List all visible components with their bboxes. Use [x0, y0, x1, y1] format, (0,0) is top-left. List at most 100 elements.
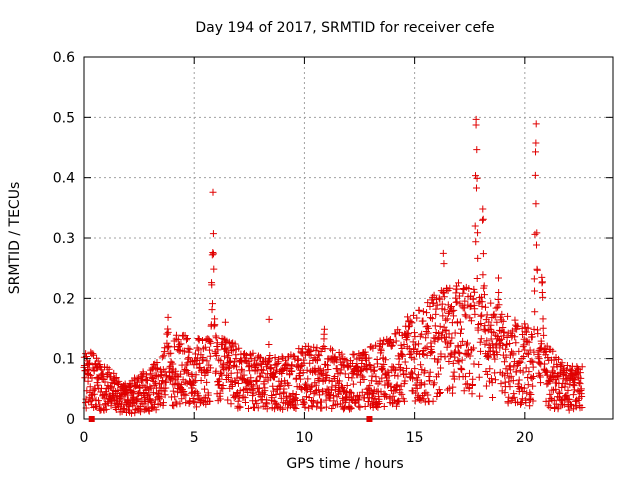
data-point — [456, 318, 464, 326]
data-point — [444, 386, 452, 394]
data-point — [343, 381, 351, 389]
data-point — [440, 293, 448, 301]
data-point — [338, 350, 346, 358]
data-point — [327, 345, 335, 353]
data-point — [276, 390, 284, 398]
data-point — [525, 368, 533, 376]
data-point — [498, 310, 506, 318]
data-point — [430, 379, 438, 387]
data-point — [511, 333, 519, 341]
data-point — [177, 370, 185, 378]
data-point — [119, 405, 127, 413]
data-point — [271, 353, 279, 361]
data-point — [226, 343, 234, 351]
data-point — [532, 120, 540, 128]
data-point — [267, 364, 275, 372]
data-point — [524, 324, 532, 332]
data-point — [361, 348, 369, 356]
data-point — [445, 330, 453, 338]
data-point — [403, 336, 411, 344]
data-point — [220, 352, 228, 360]
data-point — [453, 285, 461, 293]
data-point — [434, 370, 442, 378]
data-point — [147, 397, 155, 405]
data-point — [461, 373, 469, 381]
data-point — [288, 367, 296, 375]
data-point — [313, 403, 321, 411]
data-point — [340, 404, 348, 412]
data-point — [330, 397, 338, 405]
data-point — [253, 399, 261, 407]
data-point — [478, 298, 486, 306]
data-point — [428, 315, 436, 323]
data-point — [115, 377, 123, 385]
data-point — [250, 389, 258, 397]
data-point — [164, 328, 172, 336]
x-tick-label: 10 — [296, 430, 314, 446]
data-point — [533, 266, 541, 274]
data-point — [532, 241, 540, 249]
data-point — [371, 395, 379, 403]
data-point — [526, 389, 534, 397]
data-point — [444, 309, 452, 317]
data-point — [528, 357, 536, 365]
data-point — [177, 381, 185, 389]
data-point — [474, 254, 482, 262]
data-point — [163, 344, 171, 352]
data-point — [417, 361, 425, 369]
data-point — [487, 321, 495, 329]
data-point — [437, 352, 445, 360]
data-point — [475, 373, 483, 381]
data-point — [437, 364, 445, 372]
data-point — [236, 387, 244, 395]
data-point — [227, 347, 235, 355]
data-point — [275, 382, 283, 390]
data-point — [394, 397, 402, 405]
data-point — [356, 392, 364, 400]
data-point — [441, 306, 449, 314]
data-point — [401, 377, 409, 385]
data-point — [111, 374, 119, 382]
data-point — [102, 405, 110, 413]
data-point — [347, 405, 355, 413]
data-point — [355, 402, 363, 410]
data-point — [173, 379, 181, 387]
data-point — [392, 337, 400, 345]
data-point — [368, 394, 376, 402]
data-point — [164, 313, 172, 321]
data-point — [379, 341, 387, 349]
chart-title: Day 194 of 2017, SRMTID for receiver cef… — [195, 20, 494, 36]
data-point — [256, 373, 264, 381]
data-point — [442, 326, 450, 334]
data-point — [161, 368, 169, 376]
data-point — [238, 367, 246, 375]
data-point — [468, 346, 476, 354]
data-point — [456, 329, 464, 337]
data-point — [515, 347, 523, 355]
data-point — [309, 398, 317, 406]
data-point — [221, 318, 229, 326]
data-point — [382, 356, 390, 364]
data-point — [473, 174, 481, 182]
data-point — [209, 248, 217, 256]
data-point — [575, 365, 583, 373]
data-point — [578, 363, 586, 371]
data-point — [173, 372, 181, 380]
data-point — [436, 295, 444, 303]
data-point — [137, 408, 145, 416]
data-point — [362, 364, 370, 372]
data-point — [523, 349, 531, 357]
data-point — [315, 386, 323, 394]
data-point — [400, 397, 408, 405]
data-point — [487, 299, 495, 307]
data-point — [439, 312, 447, 320]
data-point — [181, 347, 189, 355]
data-point — [349, 360, 357, 368]
data-point — [506, 366, 514, 374]
data-point — [249, 382, 257, 390]
data-point — [117, 392, 125, 400]
data-point — [479, 205, 487, 213]
data-point — [492, 340, 500, 348]
data-point — [320, 325, 328, 333]
data-point — [90, 351, 98, 359]
